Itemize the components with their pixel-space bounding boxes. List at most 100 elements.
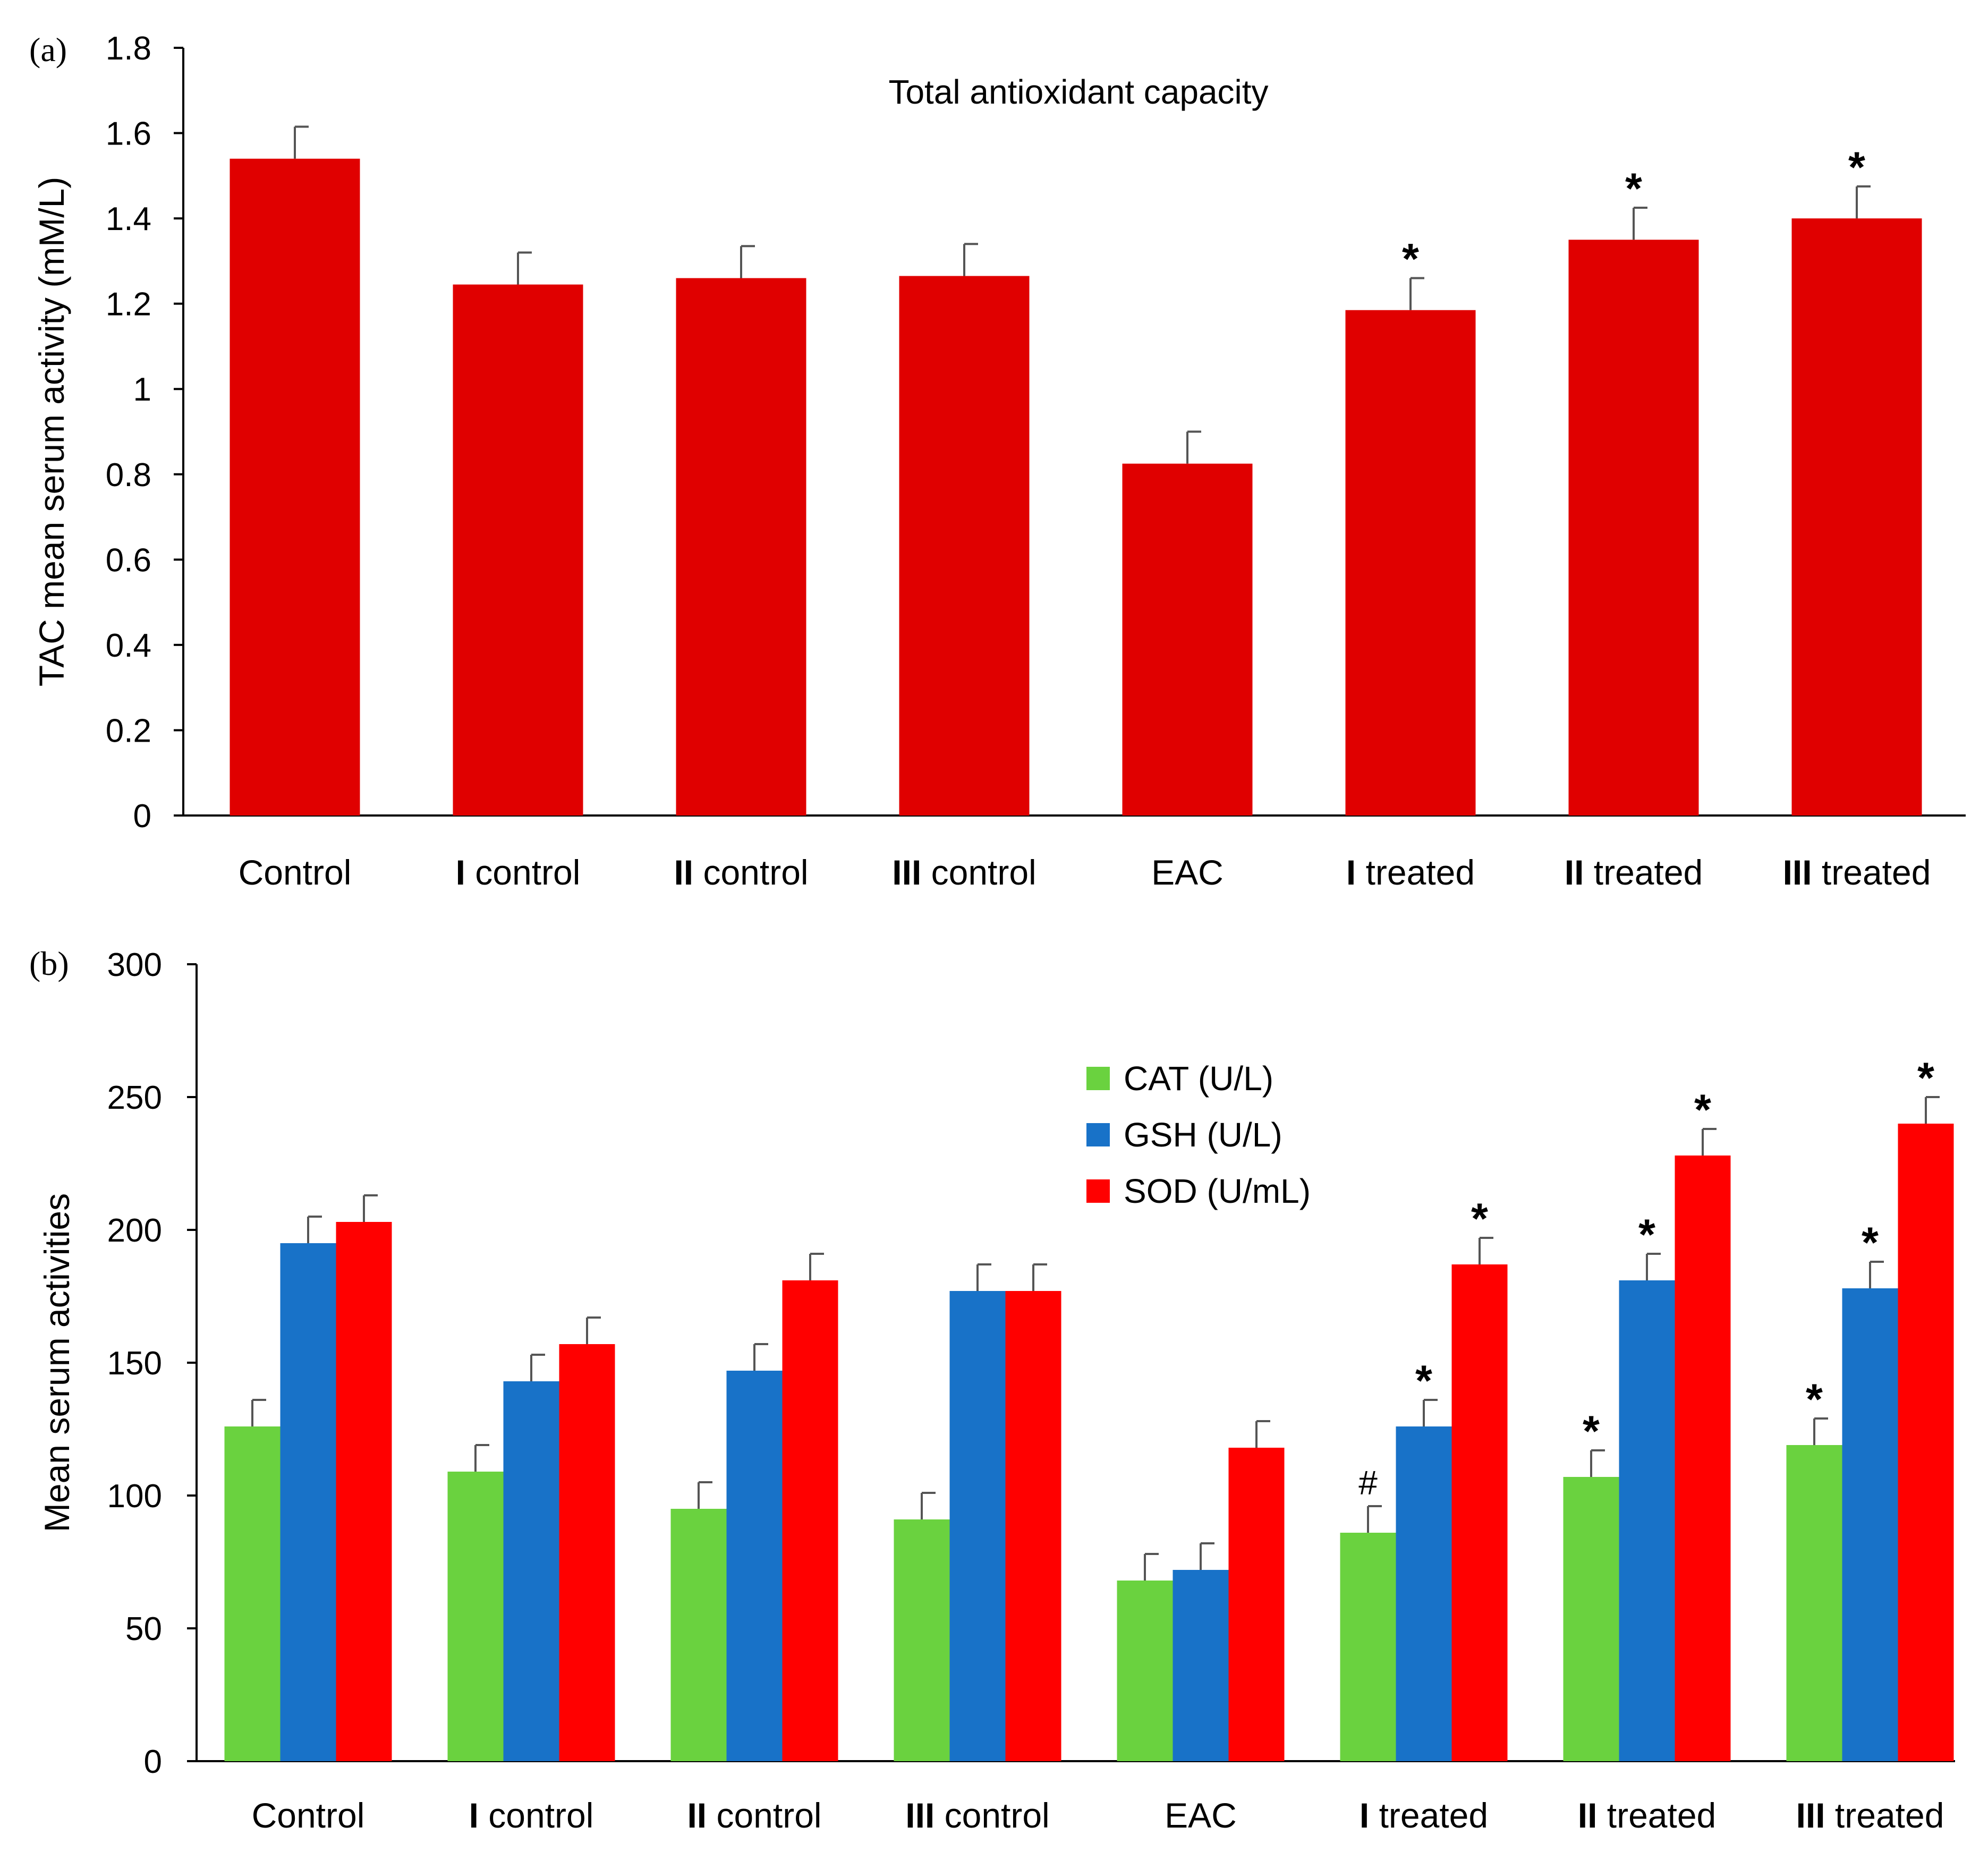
x-category-label: I treated — [1360, 1796, 1488, 1835]
legend-label: GSH (U/L) — [1124, 1116, 1282, 1154]
category-text: treated — [1584, 853, 1703, 892]
x-category-label: Control — [252, 1796, 365, 1835]
category-roman: II — [674, 853, 693, 892]
significance-mark: * — [1848, 143, 1865, 192]
category-text: treated — [1369, 1796, 1488, 1835]
bar — [1842, 1288, 1898, 1761]
category-roman: I — [469, 1796, 479, 1835]
x-category-label: I treated — [1346, 853, 1475, 892]
legend-swatch — [1086, 1067, 1110, 1090]
bar — [899, 276, 1030, 815]
bar — [1898, 1124, 1954, 1761]
category-roman: I — [1346, 853, 1356, 892]
legend-swatch — [1086, 1123, 1110, 1146]
legend-label: SOD (U/mL) — [1124, 1172, 1311, 1210]
bar — [1228, 1448, 1285, 1761]
y-tick-label: 250 — [107, 1080, 162, 1116]
y-tick-label: 1.8 — [106, 30, 151, 67]
y-axis-label: TAC mean serum activity (mM/L) — [32, 177, 71, 687]
bar — [559, 1344, 615, 1761]
x-category-label: II control — [674, 853, 808, 892]
category-text: treated — [1597, 1796, 1716, 1835]
category-text: Control — [252, 1796, 365, 1835]
x-category-label: III treated — [1796, 1796, 1944, 1835]
category-text: treated — [1356, 853, 1475, 892]
category-text: treated — [1812, 853, 1931, 892]
y-tick-label: 150 — [107, 1345, 162, 1382]
significance-mark: * — [1625, 165, 1642, 213]
category-text: control — [693, 853, 808, 892]
significance-mark: * — [1806, 1375, 1823, 1424]
category-roman: III — [1796, 1796, 1825, 1835]
significance-mark: * — [1583, 1407, 1600, 1456]
significance-mark: * — [1415, 1357, 1432, 1405]
y-tick-label: 0.8 — [106, 457, 151, 494]
y-tick-label: 0 — [133, 798, 151, 835]
x-category-label: II treated — [1578, 1796, 1717, 1835]
bar — [782, 1280, 838, 1761]
significance-mark: * — [1694, 1086, 1711, 1134]
bar — [1005, 1291, 1061, 1761]
x-category-label: III control — [892, 853, 1036, 892]
category-text: EAC — [1165, 1796, 1237, 1835]
bar — [447, 1472, 504, 1761]
y-axis-label: Mean serum activities — [37, 1193, 77, 1532]
category-text: control — [479, 1796, 593, 1835]
y-tick-label: 0.4 — [106, 627, 151, 664]
significance-mark: * — [1471, 1195, 1488, 1243]
bar — [676, 278, 806, 815]
y-tick-label: 1 — [133, 371, 151, 408]
y-tick-label: 100 — [107, 1478, 162, 1515]
category-roman: II — [687, 1796, 707, 1835]
bar — [1568, 240, 1699, 815]
panel-label: (a) — [29, 31, 67, 69]
bar — [670, 1509, 727, 1761]
category-text: EAC — [1151, 853, 1224, 892]
category-roman: III — [905, 1796, 934, 1835]
bar — [1619, 1280, 1675, 1761]
bar — [1117, 1581, 1173, 1761]
x-category-label: III treated — [1783, 853, 1931, 892]
x-category-label: Control — [239, 853, 352, 892]
x-category-label: II treated — [1565, 853, 1703, 892]
category-roman: II — [1565, 853, 1584, 892]
bar — [224, 1426, 281, 1761]
bar — [1122, 463, 1253, 815]
category-roman: III — [1783, 853, 1812, 892]
category-roman: III — [892, 853, 921, 892]
y-tick-label: 1.4 — [106, 201, 151, 237]
x-category-label: III control — [905, 1796, 1049, 1835]
panel-label: (b) — [29, 945, 69, 982]
y-tick-label: 0.2 — [106, 712, 151, 749]
bar — [894, 1519, 950, 1761]
x-category-label: I control — [456, 853, 581, 892]
y-tick-label: 300 — [107, 947, 162, 983]
bar — [1563, 1477, 1619, 1761]
bar — [949, 1291, 1006, 1761]
category-roman: II — [1578, 1796, 1598, 1835]
bar — [336, 1222, 392, 1761]
chart-a-tac: (a) Total antioxidant capacity TAC mean se… — [29, 30, 1966, 892]
bar — [1173, 1570, 1229, 1761]
bar — [1396, 1426, 1452, 1761]
bar — [1675, 1156, 1731, 1761]
bar — [726, 1371, 783, 1761]
chart-b-enzymes: (b) Mean serum activities 0 50 100 150 200 250 3… — [29, 945, 1955, 1835]
y-tick-label: 1.2 — [106, 286, 151, 323]
significance-mark: * — [1862, 1219, 1879, 1267]
bar — [1451, 1264, 1508, 1761]
y-tick-label: 0 — [144, 1744, 162, 1780]
category-text: control — [934, 1796, 1049, 1835]
bar — [1340, 1533, 1396, 1761]
chart-title: Total antioxidant capacity — [888, 73, 1268, 111]
significance-mark: # — [1358, 1464, 1378, 1502]
category-roman: I — [456, 853, 465, 892]
category-roman: I — [1360, 1796, 1369, 1835]
bar — [1791, 218, 1922, 816]
bar — [230, 158, 360, 816]
significance-mark: * — [1917, 1054, 1934, 1102]
x-category-label: II control — [687, 1796, 821, 1835]
legend-label: CAT (U/L) — [1124, 1059, 1273, 1098]
bar — [1345, 310, 1476, 815]
